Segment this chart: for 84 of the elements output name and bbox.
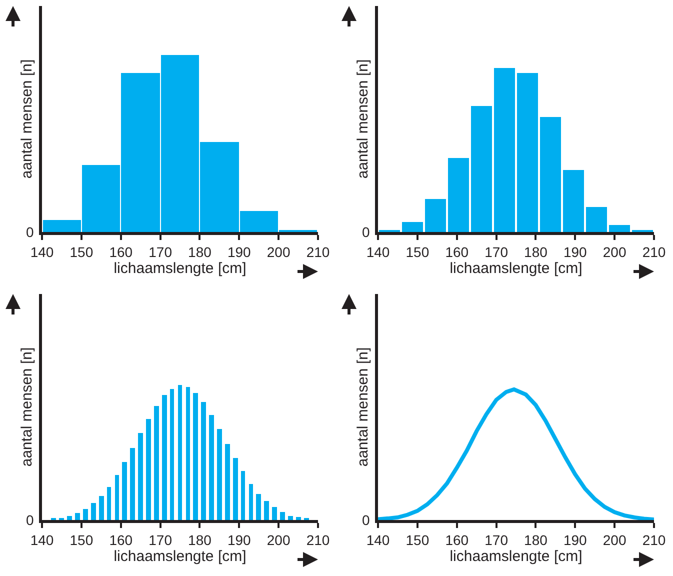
bar xyxy=(448,158,469,232)
x-tick-label: 210 xyxy=(642,532,666,548)
bar xyxy=(186,387,190,520)
x-axis-title: lichaamslengte [cm] xyxy=(450,260,582,277)
bar xyxy=(193,393,198,520)
bar xyxy=(471,106,492,232)
x-tick-label: 140 xyxy=(366,532,390,548)
bar xyxy=(83,509,88,520)
bar xyxy=(425,199,446,232)
bar xyxy=(517,73,538,232)
x-tick-label: 200 xyxy=(602,532,626,548)
bar xyxy=(256,494,261,520)
bar xyxy=(130,448,135,520)
x-tick-label: 200 xyxy=(266,244,290,260)
bar xyxy=(609,225,630,232)
x-tick-label: 180 xyxy=(524,532,548,548)
bar xyxy=(494,68,515,232)
x-tick-label: 180 xyxy=(188,532,212,548)
x-tick-label: 150 xyxy=(406,244,430,260)
y-axis-title: aantal mensen [n] xyxy=(18,347,36,467)
x-tick-label: 140 xyxy=(366,244,390,260)
text: 0 xyxy=(26,512,34,528)
x-axis-title: lichaamslengte [cm] xyxy=(114,260,246,277)
bar xyxy=(201,402,206,520)
x-tick-label: 200 xyxy=(602,244,626,260)
x-tick-label: 170 xyxy=(484,244,508,260)
x-tick-label: 200 xyxy=(266,532,290,548)
bar xyxy=(540,117,561,232)
x-tick-label: 210 xyxy=(642,244,666,260)
x-tick-label: 210 xyxy=(306,244,330,260)
x-tick-label: 190 xyxy=(563,532,588,548)
x-tick-label: 190 xyxy=(563,244,588,260)
x-tick-label: 190 xyxy=(227,244,252,260)
bar xyxy=(288,516,293,520)
bar xyxy=(402,222,423,232)
bar xyxy=(296,517,301,520)
x-tick-label: 170 xyxy=(148,244,172,260)
bar xyxy=(217,429,222,520)
bar xyxy=(170,389,174,520)
bar xyxy=(178,385,182,520)
x-tick-label: 140 xyxy=(30,244,54,260)
x-tick-label: 160 xyxy=(109,244,133,260)
bar xyxy=(241,471,245,520)
bar xyxy=(586,207,607,232)
text: 0 xyxy=(26,224,34,240)
bar xyxy=(209,415,214,520)
bar xyxy=(115,475,119,520)
x-tick-label: 160 xyxy=(445,244,469,260)
bar xyxy=(563,170,584,232)
text: 0 xyxy=(362,512,370,528)
x-tick-label: 170 xyxy=(484,532,508,548)
bar xyxy=(67,516,72,520)
x-tick-label: 180 xyxy=(188,244,212,260)
x-tick-label: 180 xyxy=(524,244,548,260)
bar xyxy=(249,484,253,520)
x-tick-label: 170 xyxy=(148,532,172,548)
bar xyxy=(225,444,230,520)
text: 0 xyxy=(362,224,370,240)
bar xyxy=(162,395,167,520)
bar xyxy=(146,419,151,520)
bar xyxy=(264,501,269,520)
x-axis-title: lichaamslengte [cm] xyxy=(450,548,582,565)
x-tick-label: 150 xyxy=(70,532,94,548)
x-tick-label: 140 xyxy=(30,532,54,548)
x-axis-title: lichaamslengte [cm] xyxy=(114,548,246,565)
bar xyxy=(107,487,111,520)
y-axis-title: aantal mensen [n] xyxy=(354,347,372,467)
bar xyxy=(99,496,104,520)
bar xyxy=(122,462,127,520)
x-tick-label: 150 xyxy=(70,244,94,260)
bar xyxy=(91,503,96,520)
bar xyxy=(154,406,159,520)
y-axis-title: aantal mensen [n] xyxy=(354,59,372,179)
bar xyxy=(280,512,285,520)
bar xyxy=(233,458,238,520)
x-tick-label: 160 xyxy=(109,532,133,548)
x-tick-label: 190 xyxy=(227,532,252,548)
bar xyxy=(272,507,277,520)
y-axis-title: aantal mensen [n] xyxy=(18,59,36,179)
x-tick-label: 150 xyxy=(406,532,430,548)
bar xyxy=(75,513,80,520)
x-tick-label: 160 xyxy=(445,532,469,548)
bar xyxy=(138,433,143,520)
x-tick-label: 210 xyxy=(306,532,330,548)
